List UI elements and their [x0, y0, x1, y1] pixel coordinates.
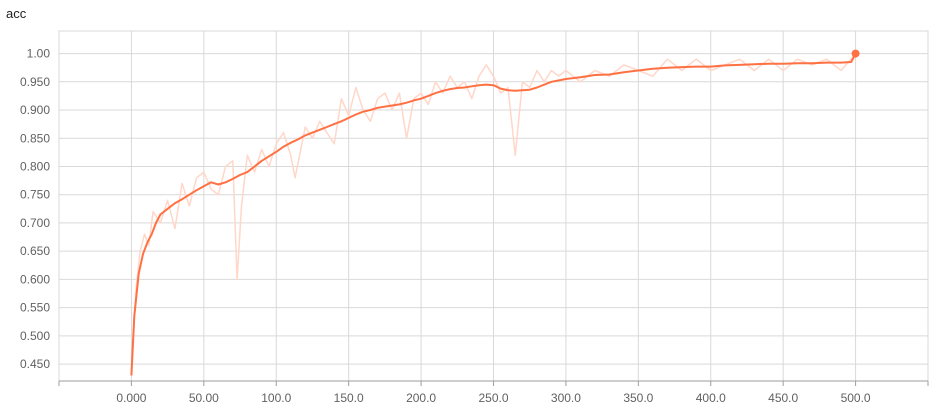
y-tick-label: 0.700: [20, 216, 50, 230]
y-tick-label: 0.750: [20, 188, 50, 202]
x-tick-label: 100.0: [261, 391, 291, 405]
y-tick-label: 0.900: [20, 103, 50, 117]
x-tick-label: 250.0: [478, 391, 508, 405]
y-tick-label: 0.950: [20, 75, 50, 89]
series-layer: [130, 49, 860, 376]
y-tick-label: 0.800: [20, 159, 50, 173]
y-tick-label: 0.550: [20, 301, 50, 315]
y-tick-label: 0.650: [20, 244, 50, 258]
y-tick-label: 0.850: [20, 131, 50, 145]
y-tick-label: 0.450: [20, 357, 50, 371]
x-tick-label: 50.00: [189, 391, 219, 405]
y-tick-label: 0.600: [20, 272, 50, 286]
chart-title: acc: [6, 6, 27, 21]
x-tick-label: 0.000: [116, 391, 146, 405]
axis-layer: [58, 380, 929, 386]
x-tick-label: 200.0: [406, 391, 436, 405]
smoothed-series-line: [130, 53, 857, 376]
y-tick-label: 1.00: [27, 47, 51, 61]
last-point-marker: [851, 49, 860, 58]
x-tick-label: 150.0: [334, 391, 364, 405]
x-tick-label: 350.0: [623, 391, 653, 405]
y-tick-label: 0.500: [20, 329, 50, 343]
x-tick-label: 450.0: [768, 391, 798, 405]
label-layer: 0.000 50.00 100.0 150.0 200.0 250.0 300.0 350.0…: [20, 47, 871, 405]
x-tick-label: 400.0: [696, 391, 726, 405]
x-tick-label: 500.0: [841, 391, 871, 405]
x-tick-label: 300.0: [551, 391, 581, 405]
raw-series-line: [130, 53, 857, 376]
grid-layer: [58, 30, 929, 382]
